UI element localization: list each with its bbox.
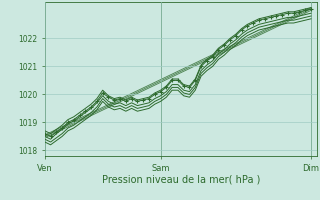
X-axis label: Pression niveau de la mer( hPa ): Pression niveau de la mer( hPa ) bbox=[102, 174, 260, 184]
